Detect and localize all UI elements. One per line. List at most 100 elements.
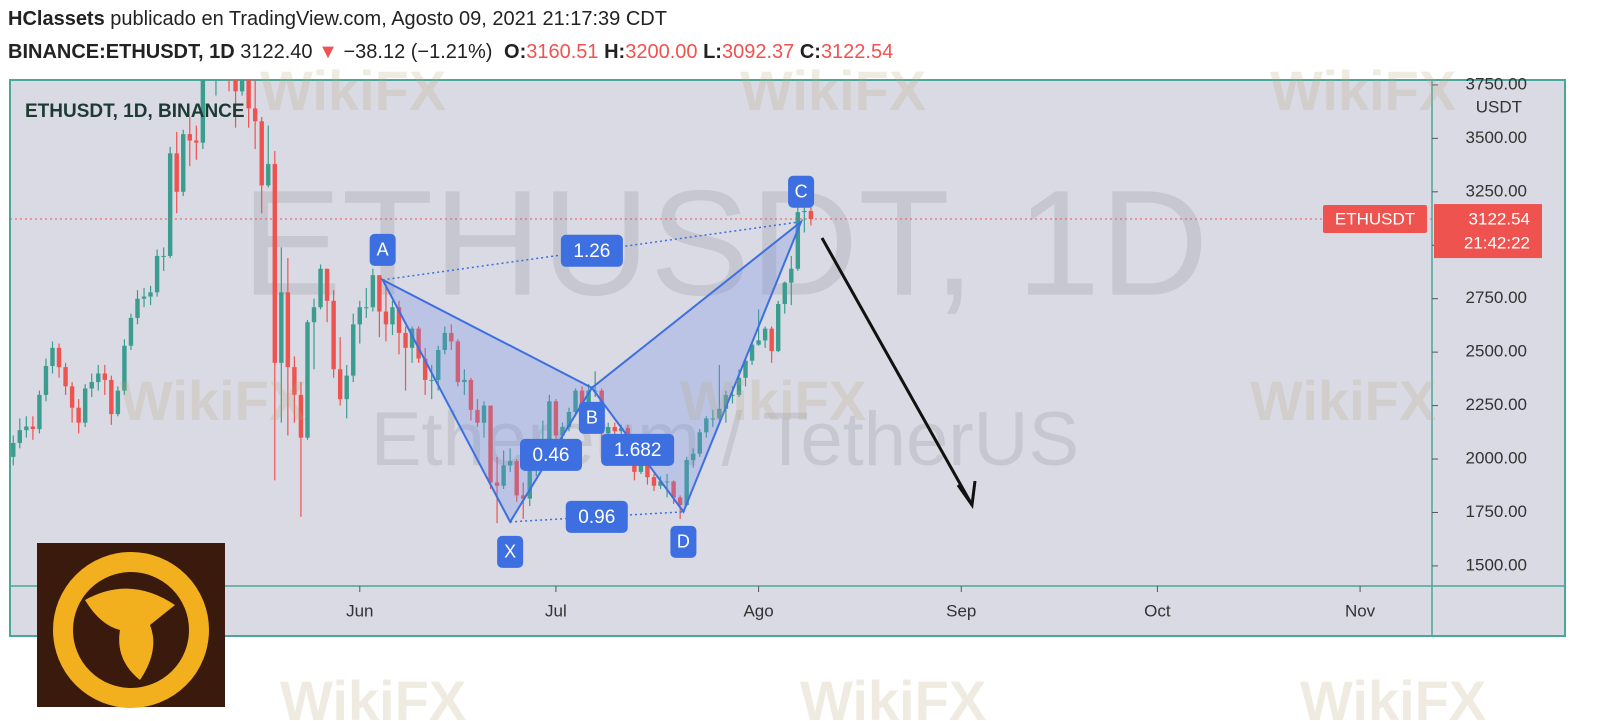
- change: −38.12 (−1.21%): [343, 41, 492, 63]
- candle-body: [115, 390, 121, 415]
- candle-body: [553, 401, 559, 436]
- pattern-ratio-box: [520, 438, 583, 471]
- candle-body: [50, 347, 55, 367]
- pattern-point-box: [369, 233, 396, 266]
- symbol: BINANCE:ETHUSDT, 1D: [8, 41, 235, 63]
- candle-body: [11, 442, 16, 457]
- y-tick-label: 3750.00: [1466, 74, 1527, 93]
- candle-body: [318, 268, 323, 308]
- change-arrow: ▼: [318, 41, 338, 63]
- logo-eagle: [85, 588, 175, 680]
- candle-body: [24, 426, 29, 431]
- candle-body: [671, 481, 676, 498]
- y-tick-label: 3500.00: [1466, 128, 1527, 147]
- candle-body: [252, 108, 258, 122]
- chart-border: [9, 79, 1566, 637]
- price: 3122.40: [240, 41, 312, 63]
- pattern-point-label: C: [795, 181, 808, 201]
- candle-body: [802, 210, 807, 213]
- pattern-point-box: [788, 175, 815, 208]
- y-unit: USDT: [1476, 97, 1522, 116]
- candle-body: [311, 307, 317, 323]
- candle-body: [645, 460, 650, 478]
- y-tick-label: 2750.00: [1466, 288, 1527, 307]
- candle-body: [704, 418, 709, 433]
- candle-body: [89, 382, 94, 389]
- candle-body: [717, 408, 722, 419]
- candle-body: [324, 268, 330, 301]
- candle-body: [566, 411, 572, 427]
- candle-body: [795, 212, 801, 269]
- watermark-brand: WikiFX: [120, 369, 306, 432]
- candle-body: [63, 367, 68, 387]
- candle-body: [547, 401, 552, 442]
- x-tick-label: Oct: [1144, 601, 1171, 620]
- pattern-point-box: [578, 401, 605, 434]
- y-tick-label: 2500.00: [1466, 342, 1527, 361]
- candle-body: [396, 307, 402, 333]
- candle-body: [730, 394, 735, 396]
- watermark-brand: WikiFX: [280, 669, 466, 721]
- last-price-box: [1434, 204, 1542, 259]
- candle-body: [684, 460, 689, 505]
- watermark-brand: WikiFX: [800, 669, 986, 721]
- candle-body: [259, 121, 264, 186]
- pattern-ratio-line: [591, 387, 685, 513]
- candle-body: [664, 481, 670, 483]
- last-price-name: ETHUSDT: [1335, 210, 1415, 229]
- candle-body: [606, 426, 611, 434]
- candle-body: [658, 481, 663, 486]
- candle-body: [769, 328, 774, 352]
- candle-body: [122, 345, 127, 391]
- candle-body: [337, 369, 343, 400]
- y-tick-label: 3250.00: [1466, 181, 1527, 200]
- watermark-brand: WikiFX: [1300, 669, 1486, 721]
- candle-body: [481, 405, 487, 423]
- candle-body: [56, 347, 62, 368]
- ohlc-label: H:: [604, 41, 625, 63]
- x-tick-label: Ago: [743, 601, 773, 620]
- candle-body: [743, 360, 748, 378]
- candle-body: [370, 275, 376, 308]
- candle-body: [331, 300, 336, 370]
- candle-body: [710, 418, 716, 420]
- ohlc-label: C:: [800, 41, 821, 63]
- candle-body: [109, 379, 114, 415]
- candle-body: [494, 482, 500, 486]
- pattern-point-box: [497, 535, 524, 568]
- candle-body: [756, 340, 761, 345]
- watermark-brand: WikiFX: [1250, 369, 1436, 432]
- candle-body: [619, 428, 624, 432]
- candle-body: [468, 379, 474, 410]
- x-tick-label: Sep: [946, 601, 976, 620]
- candle-body: [573, 390, 578, 412]
- x-tick-label: Jul: [545, 601, 567, 620]
- candle-body: [174, 153, 179, 192]
- ohlc-value: 3092.37: [722, 41, 794, 63]
- x-tick-label: Nov: [1345, 601, 1376, 620]
- candle-body: [161, 255, 166, 257]
- watermark-brand: WikiFX: [680, 369, 866, 432]
- y-tick-label: 2250.00: [1466, 395, 1527, 414]
- candle-body: [488, 405, 493, 483]
- ohlc-value: 3160.51: [526, 41, 598, 63]
- x-tick-label: Jun: [346, 601, 373, 620]
- header-quote: BINANCE:ETHUSDT, 1D 3122.40 ▼ −38.12 (−1…: [8, 41, 893, 63]
- chart-title: ETHUSDT, 1D, BINANCE: [25, 101, 245, 122]
- y-tick-label: 1750.00: [1466, 502, 1527, 521]
- candle-body: [723, 394, 729, 409]
- candle-body: [279, 292, 284, 363]
- y-tick-label: 1500.00: [1466, 555, 1527, 574]
- pattern-ratio: 0.46: [533, 445, 570, 466]
- candle-body: [69, 386, 75, 408]
- candle-body: [514, 461, 519, 496]
- pattern-point-label: B: [586, 408, 598, 428]
- candle-body: [475, 409, 480, 423]
- author: HClassets: [8, 8, 105, 30]
- candle-body: [351, 324, 356, 376]
- ohlc-label: L:: [703, 41, 722, 63]
- candle-body: [17, 430, 23, 443]
- pattern-ratio: 1.26: [573, 241, 610, 262]
- candle-body: [383, 311, 389, 325]
